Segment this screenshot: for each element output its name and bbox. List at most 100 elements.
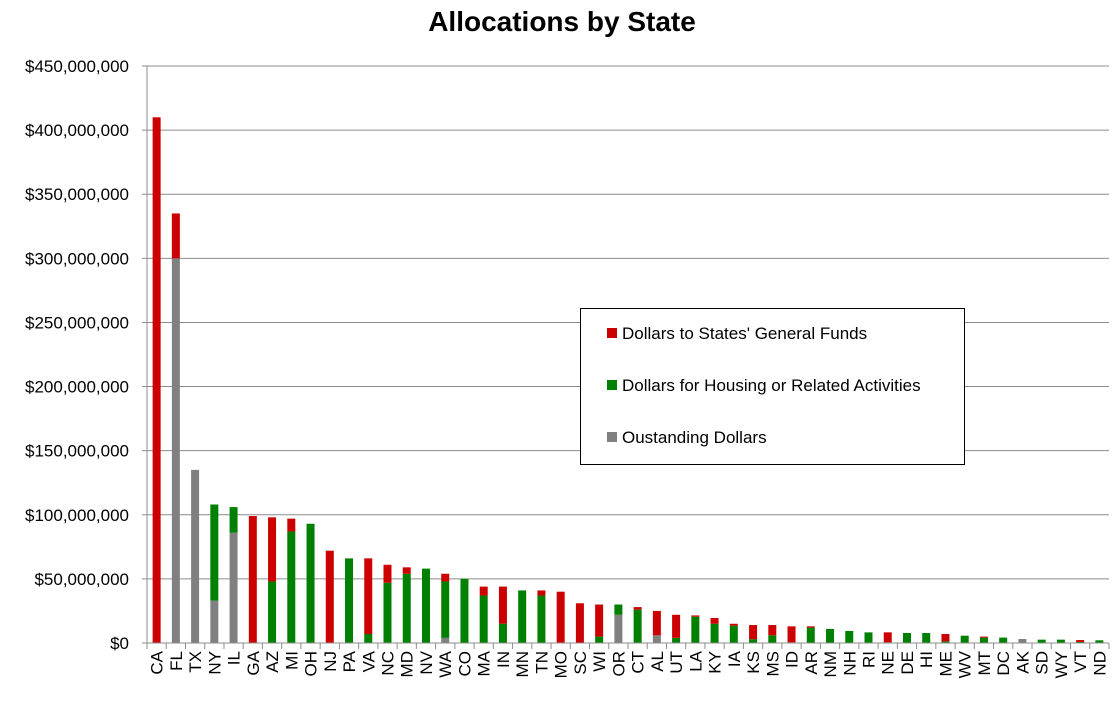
x-tick-label: VT [1071,651,1090,673]
bar-segment-ut [672,637,681,643]
x-tick-label: MT [975,651,994,676]
bar-segment-or [614,604,623,615]
x-tick-label: CA [148,650,167,674]
bar-segment-ar [806,627,815,643]
x-tick-label: OR [609,651,628,677]
x-tick-label: NM [821,651,840,677]
bar-segment-nh [845,630,854,643]
y-tick-label: $450,000,000 [25,57,129,76]
bar-segment-nv [421,568,430,643]
x-tick-label: AR [802,651,821,675]
bar-segment-ct [633,609,642,643]
bars [152,117,1104,644]
x-tick-label: GA [244,650,263,675]
bar-segment-vt [1076,640,1085,642]
x-tick-label: IN [494,651,513,668]
bar-segment-hi [922,632,931,643]
x-tick-label: CO [455,651,474,677]
x-tick-label: AL [648,651,667,672]
chart-title: Allocations by State [428,6,696,37]
bar-segment-ut [672,614,681,638]
x-tick-label: WA [436,650,455,677]
bar-segment-wi [595,636,604,643]
bar-segment-dc [999,637,1008,643]
bar-segment-wa [441,581,450,638]
x-tick-label: WV [956,650,975,678]
x-tick-label: WI [590,651,609,672]
y-tick-label: $100,000,000 [25,506,129,525]
legend-box [580,308,965,465]
x-tick-label: NJ [321,651,340,672]
bar-segment-mt [979,636,988,638]
bar-segment-wa [441,573,450,582]
x-tick-label: FL [167,651,186,671]
legend-label: Oustanding Dollars [622,428,767,447]
bar-segment-mi [287,531,296,643]
x-tick-label: WY [1052,651,1071,678]
y-tick-label: $250,000,000 [25,313,129,332]
x-tick-label: ND [1090,651,1109,676]
bar-segment-va [364,558,373,635]
bar-segment-fl [171,213,180,259]
x-tick-label: VA [359,650,378,672]
x-tick-label: SD [1033,651,1052,675]
bar-segment-nj [325,550,334,643]
x-tick-label: IL [225,651,244,665]
bar-segment-id [787,626,796,643]
bar-segment-ri [864,632,873,643]
x-tick-label: KY [706,651,725,674]
x-tick-label: DC [994,651,1013,676]
bar-segment-me [941,641,950,643]
bar-segment-az [268,517,277,582]
legend-swatch [607,328,617,338]
bar-segment-nc [383,564,392,583]
bar-segment-tn [537,595,546,643]
bar-segment-ks [749,639,758,643]
x-tick-label: MI [282,651,301,670]
bar-segment-fl [171,258,180,643]
x-tick-label: NE [879,651,898,675]
bar-segment-mt [979,637,988,643]
bar-segment-tn [537,590,546,596]
bar-segment-mi [287,518,296,532]
y-axis-ticks: $0 $50,000,000 $100,000,000 $150,000,000 $20… [25,57,148,653]
y-tick-label: $400,000,000 [25,121,129,140]
legend: Dollars to States' General Funds Dollars … [580,308,965,465]
bar-segment-mn [518,590,527,643]
bar-segment-il [229,532,238,643]
bar-segment-de [902,632,911,643]
bar-segment-ma [479,595,488,643]
bar-segment-ky [710,623,719,643]
x-tick-label: RI [860,651,879,668]
bar-segment-nc [383,582,392,643]
x-tick-label: HI [917,651,936,668]
bar-segment-tx [191,469,200,643]
x-tick-label: NC [379,651,398,676]
bar-segment-ct [633,607,642,610]
bar-segment-md [402,567,411,574]
x-tick-label: TN [532,651,551,674]
bar-segment-ak [1018,639,1027,643]
bar-segment-in [498,623,507,643]
bar-segment-ms [768,625,777,636]
bar-segment-ky [710,617,719,624]
legend-label: Dollars for Housing or Related Activitie… [622,376,921,395]
x-axis-ticks: CA FL TX NY IL GA AZ MI OH NJ PA VA NC MD NV WA CO MA IN MN… [146,642,1110,678]
bar-segment-ny [210,600,219,643]
x-tick-label: TX [186,651,205,673]
bar-segment-la [691,615,700,617]
bar-segment-wi [595,604,604,637]
y-tick-label: $300,000,000 [25,249,129,268]
bar-segment-ny [210,504,219,601]
x-tick-label: OH [302,651,321,677]
x-tick-label: CT [629,651,648,674]
bar-segment-ga [248,516,257,643]
bar-segment-mo [556,591,565,643]
x-tick-label: DE [898,651,917,675]
bar-segment-wa [441,637,450,643]
y-tick-label: $200,000,000 [25,378,129,397]
bar-segment-ia [729,623,738,626]
bar-segment-ma [479,586,488,596]
bar-segment-ar [806,626,815,628]
y-tick-label: $50,000,000 [34,570,129,589]
